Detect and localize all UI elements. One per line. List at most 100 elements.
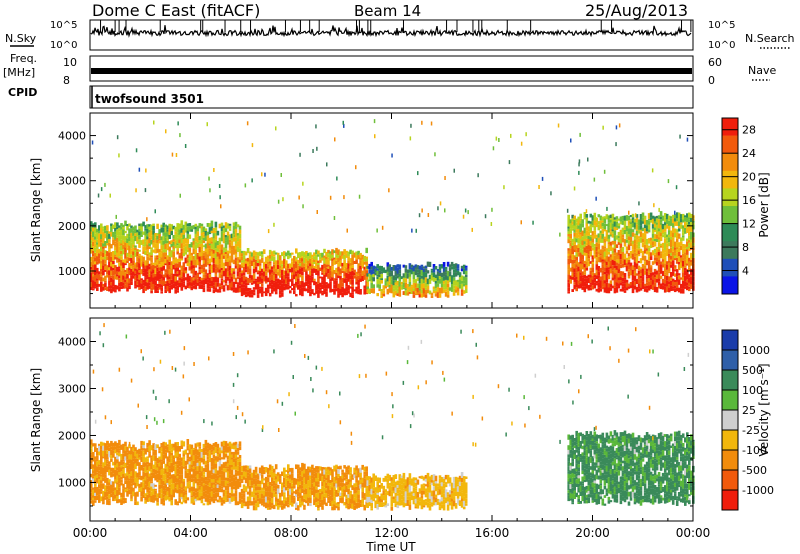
echo-cell (194, 270, 198, 276)
echo-cell (148, 263, 151, 267)
echo-cell (154, 455, 157, 462)
echo-cell (110, 277, 113, 283)
echo-cell (162, 240, 165, 245)
echo-cell (681, 248, 685, 254)
echo-cell (214, 273, 218, 277)
echo-cell (593, 234, 597, 239)
echo-cell (305, 500, 308, 504)
echo-cell (126, 224, 129, 226)
echo-cell (150, 255, 153, 258)
echo-cell (677, 264, 681, 271)
echo-cell (114, 441, 117, 447)
echo-cell (126, 247, 129, 251)
echo-cell (166, 471, 169, 475)
echo-cell (293, 482, 296, 486)
echo-cell (341, 487, 344, 493)
echo-cell (337, 262, 340, 267)
echo-cell (589, 270, 593, 275)
echo-cell (176, 460, 179, 465)
echo-cell (329, 281, 332, 288)
echo-cell (353, 493, 356, 498)
echo-cell (236, 263, 240, 268)
echo-cell (238, 267, 242, 273)
echo-cell (196, 282, 200, 286)
echo-cell (343, 278, 346, 283)
echo-cell (645, 250, 649, 255)
echo-cell (609, 268, 613, 274)
echo-cell (226, 267, 230, 272)
echo-cell (690, 226, 693, 232)
echo-cell (343, 271, 346, 277)
echo-cell (102, 462, 105, 468)
echo-cell (603, 274, 607, 281)
echo-cell (460, 292, 464, 296)
echo-cell (154, 265, 157, 269)
echo-speck (116, 135, 119, 140)
echo-cell (194, 249, 198, 254)
echo-cell (114, 227, 117, 232)
echo-cell (218, 269, 222, 273)
echo-cell (374, 475, 377, 481)
echo-cell (228, 464, 232, 470)
echo-cell (309, 503, 312, 507)
echo-cell (317, 478, 320, 482)
echo-cell (663, 274, 667, 280)
echo-cell (327, 283, 330, 289)
echo-cell (112, 450, 115, 454)
echo-cell (337, 469, 340, 474)
echo-cell (301, 485, 304, 489)
echo-cell (627, 225, 631, 229)
echo-cell (579, 248, 582, 253)
echo-cell (182, 224, 186, 230)
echo-cell (152, 262, 155, 265)
echo-cell (254, 474, 258, 479)
echo-cell (148, 495, 151, 498)
echo-cell (444, 269, 448, 273)
echo-cell (234, 257, 238, 261)
echo-cell (252, 478, 256, 485)
echo-cell (184, 251, 188, 255)
echo-cell (301, 468, 304, 472)
echo-cell (122, 285, 125, 289)
echo-cell (256, 479, 260, 485)
echo-cell (154, 248, 157, 252)
echo-cell (341, 474, 344, 479)
echo-cell (295, 478, 298, 485)
echo-cell (194, 284, 198, 290)
echo-cell (661, 253, 665, 260)
echo-cell (599, 283, 603, 289)
echo-cell (283, 492, 286, 495)
echo-cell (301, 462, 304, 469)
echo-cell (164, 473, 167, 478)
echo-cell (100, 256, 103, 261)
echo-cell (372, 484, 375, 488)
echo-cell (368, 493, 371, 497)
echo-cell (593, 282, 597, 289)
echo-cell (573, 241, 576, 245)
echo-cell (649, 280, 653, 285)
echo-cell (98, 233, 101, 239)
echo-cell (254, 261, 258, 267)
echo-cell (325, 482, 328, 486)
echo-cell (192, 277, 196, 281)
echo-cell (180, 465, 184, 471)
echo-cell (444, 274, 448, 280)
echo-cell (146, 486, 149, 493)
echo-cell (202, 471, 206, 475)
echo-cell (248, 468, 252, 474)
echo-cell (128, 444, 131, 449)
echo-cell (577, 274, 580, 281)
echo-cell (641, 212, 645, 218)
echo-cell (361, 464, 364, 470)
echo-cell (218, 471, 222, 475)
echo-cell (311, 268, 314, 274)
echo-speck (302, 204, 304, 209)
echo-cell (353, 472, 356, 475)
echo-cell (673, 228, 677, 233)
echo-cell (325, 259, 328, 265)
echo-cell (669, 280, 673, 286)
echo-cell (182, 497, 186, 503)
echo-cell (301, 480, 304, 486)
echo-cell (108, 249, 111, 253)
echo-cell (142, 473, 145, 480)
